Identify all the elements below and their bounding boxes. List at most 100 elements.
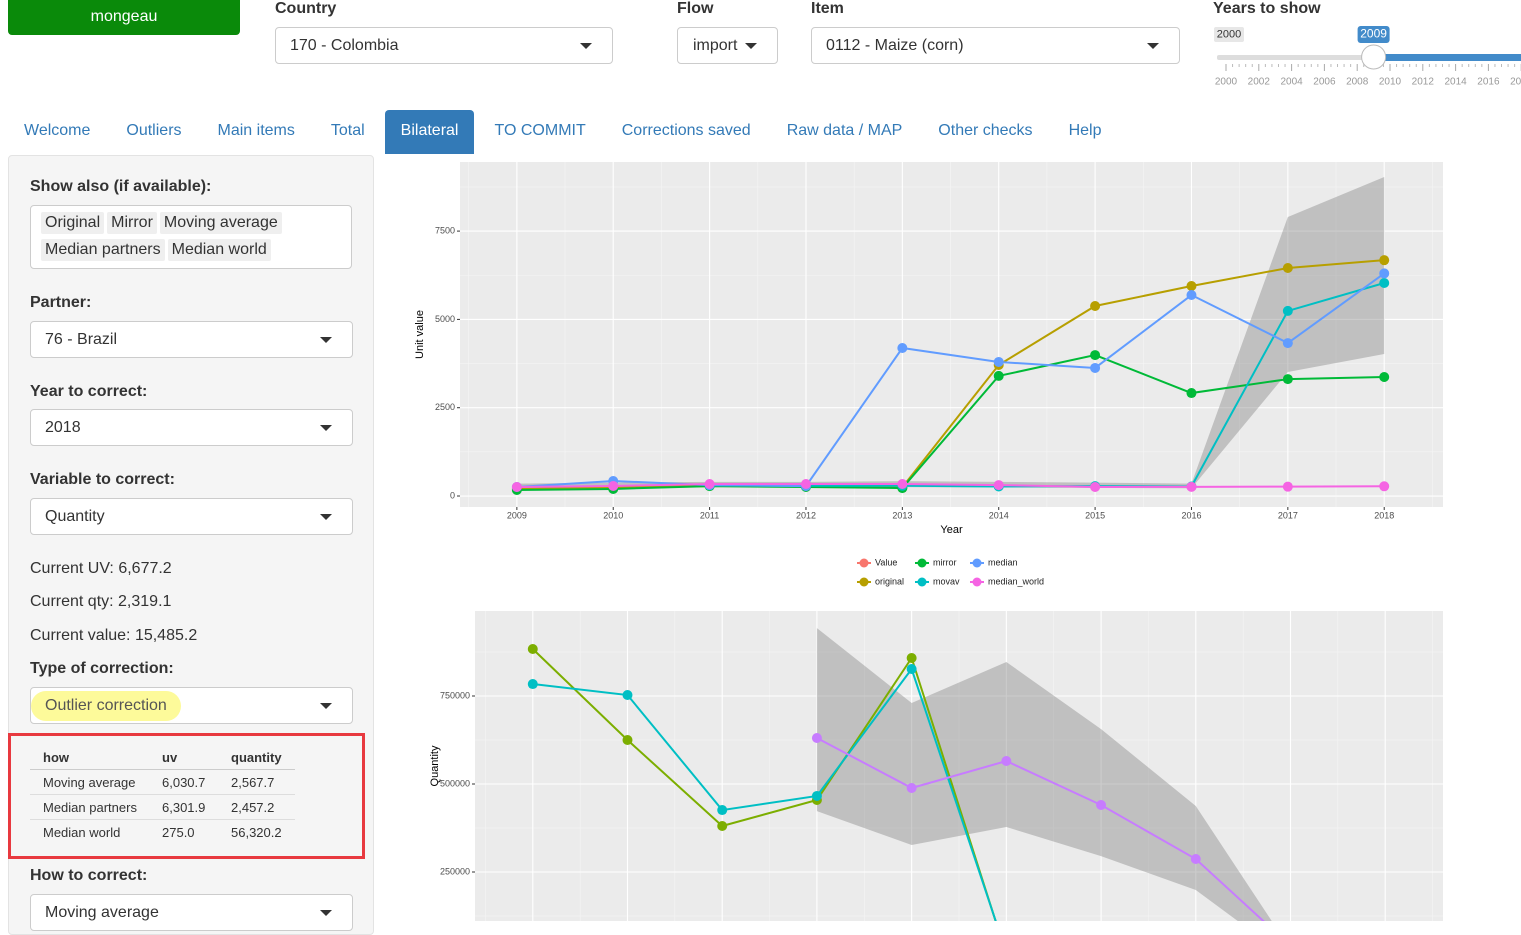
how-label: How to correct: [30,867,148,884]
partner-select[interactable]: 76 - Brazil [30,321,353,358]
country-select[interactable]: 170 - Colombia [275,27,613,64]
tag[interactable]: Mirror [107,212,157,234]
slider-tick-label: 2004 [1280,77,1303,88]
tab[interactable]: Total [330,122,365,139]
item-label: Item [811,0,844,17]
tab[interactable]: Corrections saved [621,122,751,139]
tab[interactable]: Bilateral [384,110,475,154]
x-tick-label: 2012 [796,510,816,520]
point [622,735,633,746]
y-tick-label: 0 [450,490,455,500]
selected-option: Outlier correction [31,691,181,721]
cell: 2,457.2 [218,794,295,820]
legend-label: mirror [933,557,957,567]
y-tick-label: 7500 [435,225,455,235]
slider-tick-label: 2008 [1346,77,1369,88]
point [717,820,728,831]
point [527,644,538,655]
plot-background [460,162,1443,507]
legend-label: Value [875,557,897,567]
cell: 56,320.2 [218,819,295,844]
year-select[interactable]: 2018 [30,409,353,446]
cell: 2,567.7 [218,769,295,795]
row: Median world 275.0 56,320.2 [30,819,295,844]
year-label: Year to correct: [30,383,148,400]
tab[interactable]: Outliers [126,122,182,139]
item-select[interactable]: 0112 - Maize (corn) [811,27,1180,64]
slider-track [1217,55,1374,60]
point [1090,300,1101,311]
x-tick-label: 2015 [1085,510,1105,520]
legend-label: movav [933,576,960,586]
x-tick-label: 2014 [989,510,1009,520]
variable-select[interactable]: Quantity [30,498,353,535]
point [1379,268,1390,279]
slider-min-label: 2000 [1217,28,1241,40]
y-axis-title: Quantity [429,745,441,786]
current-uv: Current UV: 6,677.2 [30,560,172,577]
x-tick-label: 2017 [1278,510,1298,520]
legend-key-point [917,577,927,587]
slider-bar [1373,54,1521,61]
y-tick-label: 500000 [440,778,470,788]
point [897,479,908,490]
x-tick-label: 2010 [603,510,623,520]
x-tick-label: 2011 [700,510,719,520]
column-header: how [30,746,149,770]
variable-label: Variable to correct: [30,471,175,488]
point [1282,338,1293,349]
cell: Median world [30,819,149,844]
current-qty: Current qty: 2,319.1 [30,593,172,610]
point [1186,481,1197,492]
slider-tick-label: 2014 [1444,77,1467,88]
tab-bar: Welcome Outliers Main items Total Bilate… [8,110,1121,154]
tag[interactable]: Median partners [41,239,165,261]
point [1282,374,1293,385]
tag[interactable]: Median world [167,239,271,261]
slider-value-label: 2009 [1360,27,1387,41]
how-select[interactable]: Moving average [30,894,353,931]
x-tick-label: 2009 [507,510,527,520]
point [993,356,1004,367]
user-button[interactable]: mongeau [8,0,240,35]
years-label: Years to show [1213,0,1321,17]
slider-tick-label: 2016 [1477,77,1500,88]
tab[interactable]: Welcome [24,122,91,139]
point [800,479,811,490]
x-axis-title: Year [940,524,963,536]
correction-table: how uv quantity Moving average 6,030.7 2… [30,746,295,844]
point [511,482,522,493]
y-axis-title: Unit value [414,310,426,359]
slider-handle[interactable] [1361,44,1387,70]
point [1186,290,1197,301]
tab[interactable]: Main items [217,122,295,139]
partner-label: Partner: [30,294,92,311]
point [1282,305,1293,316]
legend-key-point [972,558,982,568]
point [906,783,917,794]
point [1096,800,1107,811]
tag[interactable]: Original [41,212,105,234]
point [1379,277,1390,288]
country-label: Country [275,0,337,17]
tag[interactable]: Moving average [159,212,282,234]
legend-label: median_world [988,576,1044,586]
series-line [816,737,1265,921]
point [1186,281,1197,292]
legend-label: median [988,557,1018,567]
tab[interactable]: Raw data / MAP [786,122,903,139]
slider-tick-label: 2002 [1248,77,1271,88]
header-row: how uv quantity [30,746,295,770]
tab[interactable]: Help [1068,122,1102,139]
y-tick-label: 250000 [440,866,470,876]
point [811,790,822,801]
legend-key-point [859,558,869,568]
plot-layer [475,611,1443,921]
point [1379,371,1390,382]
x-tick-label: 2013 [892,510,912,520]
tab[interactable]: Other checks [938,122,1033,139]
tab[interactable]: TO COMMIT [494,122,586,139]
flow-select[interactable]: import [677,27,778,64]
correction-type-select[interactable]: Outlier correction [30,687,353,724]
multi-select[interactable]: Original Mirror Moving average Median pa… [30,205,352,269]
